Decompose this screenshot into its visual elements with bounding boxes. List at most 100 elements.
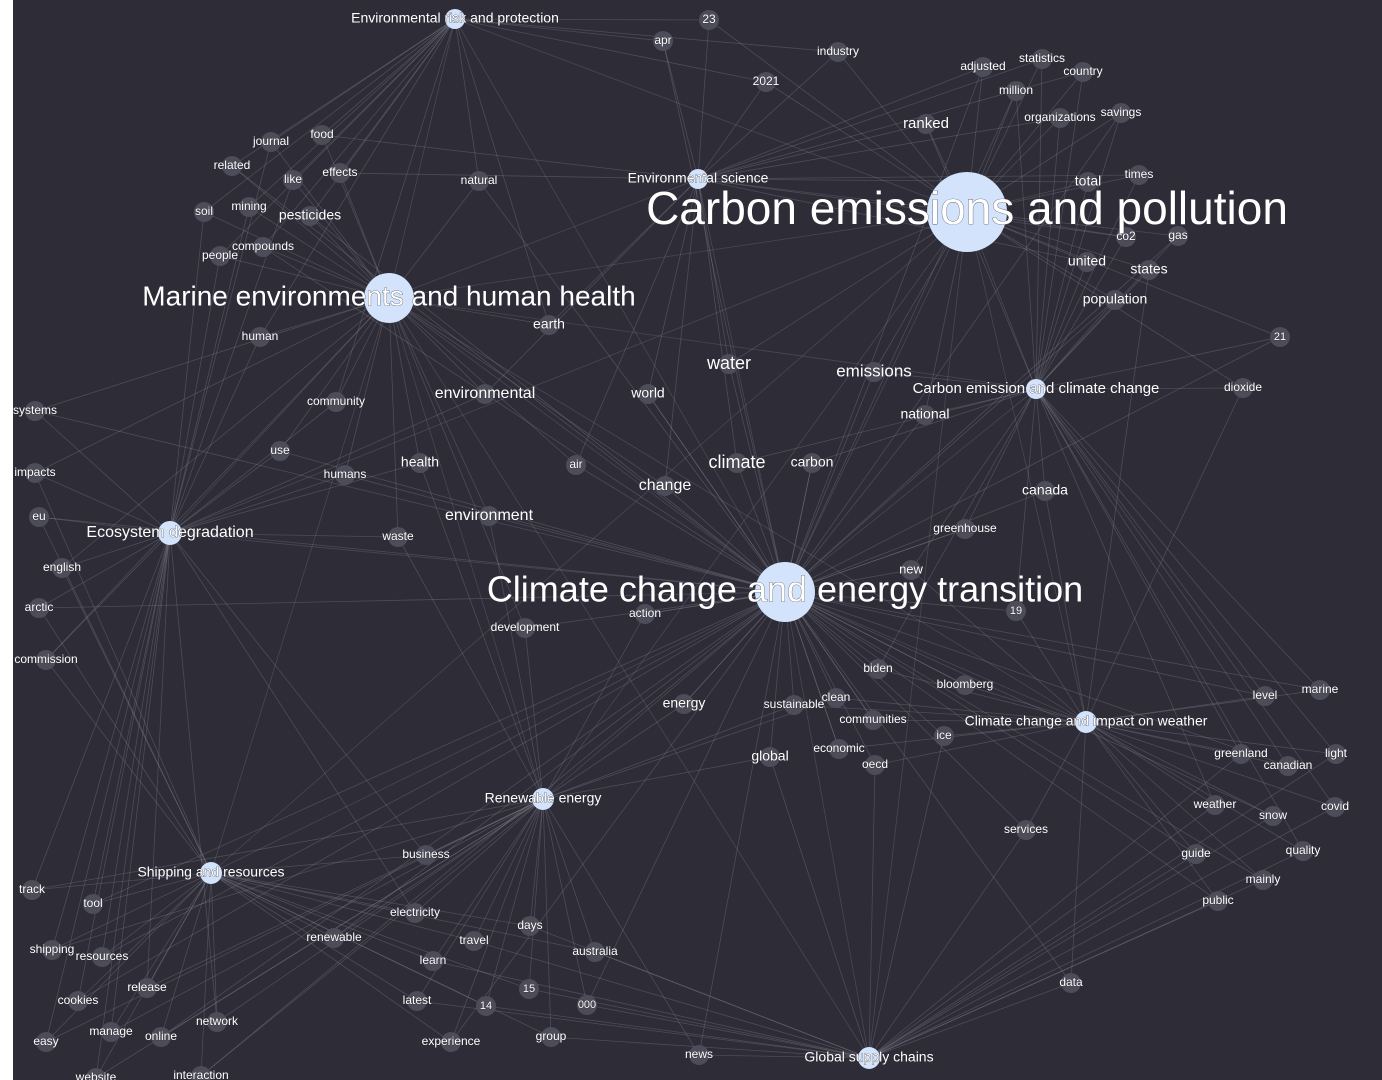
term-label: clean bbox=[822, 690, 851, 704]
term-node bbox=[1006, 601, 1026, 621]
term-label: savings bbox=[1101, 105, 1142, 119]
edge bbox=[868, 764, 876, 1059]
edge bbox=[647, 178, 699, 395]
edge bbox=[31, 532, 171, 891]
term-node bbox=[239, 197, 259, 217]
term-node bbox=[1078, 172, 1098, 192]
term-label: commission bbox=[14, 652, 77, 666]
term-node bbox=[868, 659, 888, 679]
term-label: news bbox=[685, 1047, 713, 1061]
hub-label: Carbon emission and climate change bbox=[913, 380, 1160, 397]
term-label: group bbox=[536, 1029, 567, 1043]
edge bbox=[485, 798, 544, 1007]
term-node bbox=[515, 618, 535, 638]
term-node bbox=[519, 979, 539, 999]
edge bbox=[92, 532, 171, 905]
edge bbox=[110, 872, 212, 1033]
term-node bbox=[330, 163, 350, 183]
edge bbox=[210, 872, 596, 953]
term-node bbox=[955, 519, 975, 539]
edge bbox=[784, 591, 1027, 831]
edge bbox=[344, 474, 786, 593]
term-label: services bbox=[1004, 822, 1048, 836]
hub-node bbox=[927, 172, 1007, 252]
edge bbox=[231, 165, 390, 299]
term-label: community bbox=[307, 394, 365, 408]
edge bbox=[38, 607, 212, 874]
term-node bbox=[335, 465, 355, 485]
term-node bbox=[1032, 49, 1052, 69]
edge bbox=[877, 668, 1087, 723]
term-node bbox=[479, 506, 499, 526]
edge bbox=[397, 536, 544, 800]
term-node bbox=[539, 315, 559, 335]
edge bbox=[38, 516, 171, 534]
edge bbox=[309, 18, 456, 217]
term-node bbox=[1129, 165, 1149, 185]
edge bbox=[259, 18, 456, 338]
term-label: travel bbox=[459, 933, 488, 947]
edge bbox=[697, 178, 1127, 238]
term-node bbox=[283, 170, 303, 190]
edge bbox=[279, 450, 786, 593]
edge bbox=[784, 591, 1321, 691]
term-node bbox=[864, 362, 884, 382]
edge bbox=[169, 393, 486, 534]
edge bbox=[1035, 181, 1089, 390]
term-node bbox=[699, 10, 719, 30]
term-node bbox=[441, 1032, 461, 1052]
edge bbox=[34, 472, 212, 874]
edge bbox=[1035, 388, 1242, 755]
hub-node bbox=[364, 273, 414, 323]
edge bbox=[77, 872, 212, 1002]
edge bbox=[473, 798, 544, 942]
term-node bbox=[719, 354, 739, 374]
term-label: total bbox=[1075, 173, 1101, 189]
edge bbox=[586, 1004, 870, 1059]
edge bbox=[216, 798, 544, 1023]
edge bbox=[542, 703, 685, 800]
edge bbox=[203, 211, 390, 299]
edge bbox=[1025, 721, 1087, 831]
edge bbox=[1085, 721, 1216, 806]
edge bbox=[321, 134, 699, 180]
term-node bbox=[1255, 686, 1275, 706]
term-label: easy bbox=[33, 1034, 58, 1048]
hub-label: Environmental science bbox=[628, 170, 769, 186]
term-node bbox=[727, 453, 747, 473]
edge bbox=[425, 798, 544, 856]
term-node bbox=[826, 688, 846, 708]
term-node bbox=[1186, 844, 1206, 864]
term-label: united bbox=[1068, 253, 1106, 269]
edge bbox=[200, 591, 786, 1077]
term-label: development bbox=[491, 620, 560, 634]
edge bbox=[45, 532, 171, 661]
edge bbox=[169, 211, 205, 534]
edge bbox=[1035, 174, 1140, 390]
edge bbox=[34, 297, 390, 474]
edge bbox=[868, 982, 1072, 1059]
term-node bbox=[36, 1032, 56, 1052]
edge bbox=[169, 401, 337, 534]
edge bbox=[1035, 387, 1244, 390]
hub-node bbox=[755, 562, 815, 622]
edge bbox=[784, 528, 966, 593]
edge bbox=[388, 297, 577, 466]
term-label: 23 bbox=[702, 12, 716, 26]
term-node bbox=[52, 558, 72, 578]
edge bbox=[210, 872, 434, 962]
term-node bbox=[300, 206, 320, 226]
term-node bbox=[25, 463, 45, 483]
hub-label: Environmental risk and protection bbox=[351, 10, 559, 26]
edge bbox=[542, 798, 700, 1056]
edge bbox=[110, 798, 544, 1033]
edge bbox=[77, 532, 171, 1002]
edge bbox=[203, 18, 456, 213]
edge bbox=[868, 211, 968, 1059]
edge bbox=[146, 532, 171, 989]
term-node bbox=[410, 453, 430, 473]
edge bbox=[784, 591, 876, 766]
edge bbox=[784, 371, 875, 593]
edge bbox=[793, 704, 1087, 723]
term-label: dioxide bbox=[1224, 380, 1262, 394]
